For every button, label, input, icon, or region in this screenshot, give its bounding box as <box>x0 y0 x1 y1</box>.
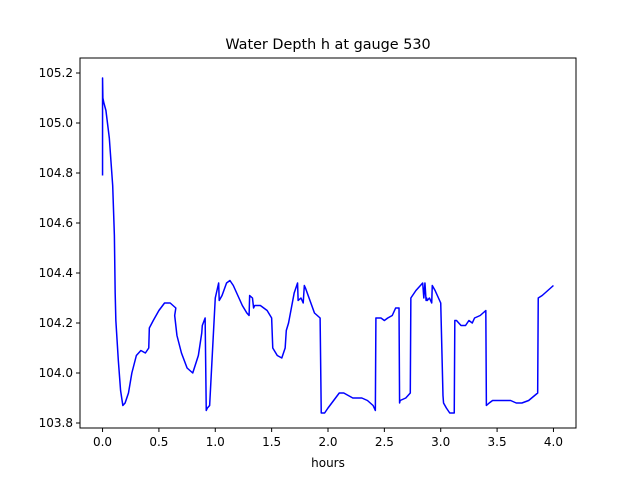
x-axis: 0.0 0.5 1.0 1.5 2.0 2.5 3.0 3.5 4.0 <box>93 428 563 449</box>
x-tick-label: 2.0 <box>318 435 337 449</box>
y-tick-label: 104.6 <box>39 216 73 230</box>
x-tick-label: 1.0 <box>206 435 225 449</box>
y-tick-label: 104.2 <box>39 316 73 330</box>
x-tick-label: 3.5 <box>488 435 507 449</box>
x-tick-label: 1.5 <box>262 435 281 449</box>
x-tick-label: 0.5 <box>149 435 168 449</box>
y-tick-label: 105.0 <box>39 116 73 130</box>
y-tick-label: 104.8 <box>39 166 73 180</box>
x-tick-label: 3.0 <box>431 435 450 449</box>
x-tick-label: 0.0 <box>93 435 112 449</box>
chart-title: Water Depth h at gauge 530 <box>225 37 430 53</box>
y-axis: 103.8 104.0 104.2 104.4 104.6 104.8 105.0 105.2 <box>39 66 80 430</box>
series-layer <box>101 77 554 414</box>
x-tick-label: 2.5 <box>375 435 394 449</box>
x-axis-label: hours <box>311 456 345 470</box>
y-tick-label: 104.0 <box>39 366 73 380</box>
x-tick-label: 4.0 <box>544 435 563 449</box>
y-tick-label: 105.2 <box>39 66 73 80</box>
series-line-0 <box>101 77 554 414</box>
y-tick-label: 104.4 <box>39 266 73 280</box>
y-tick-label: 103.8 <box>39 416 73 430</box>
